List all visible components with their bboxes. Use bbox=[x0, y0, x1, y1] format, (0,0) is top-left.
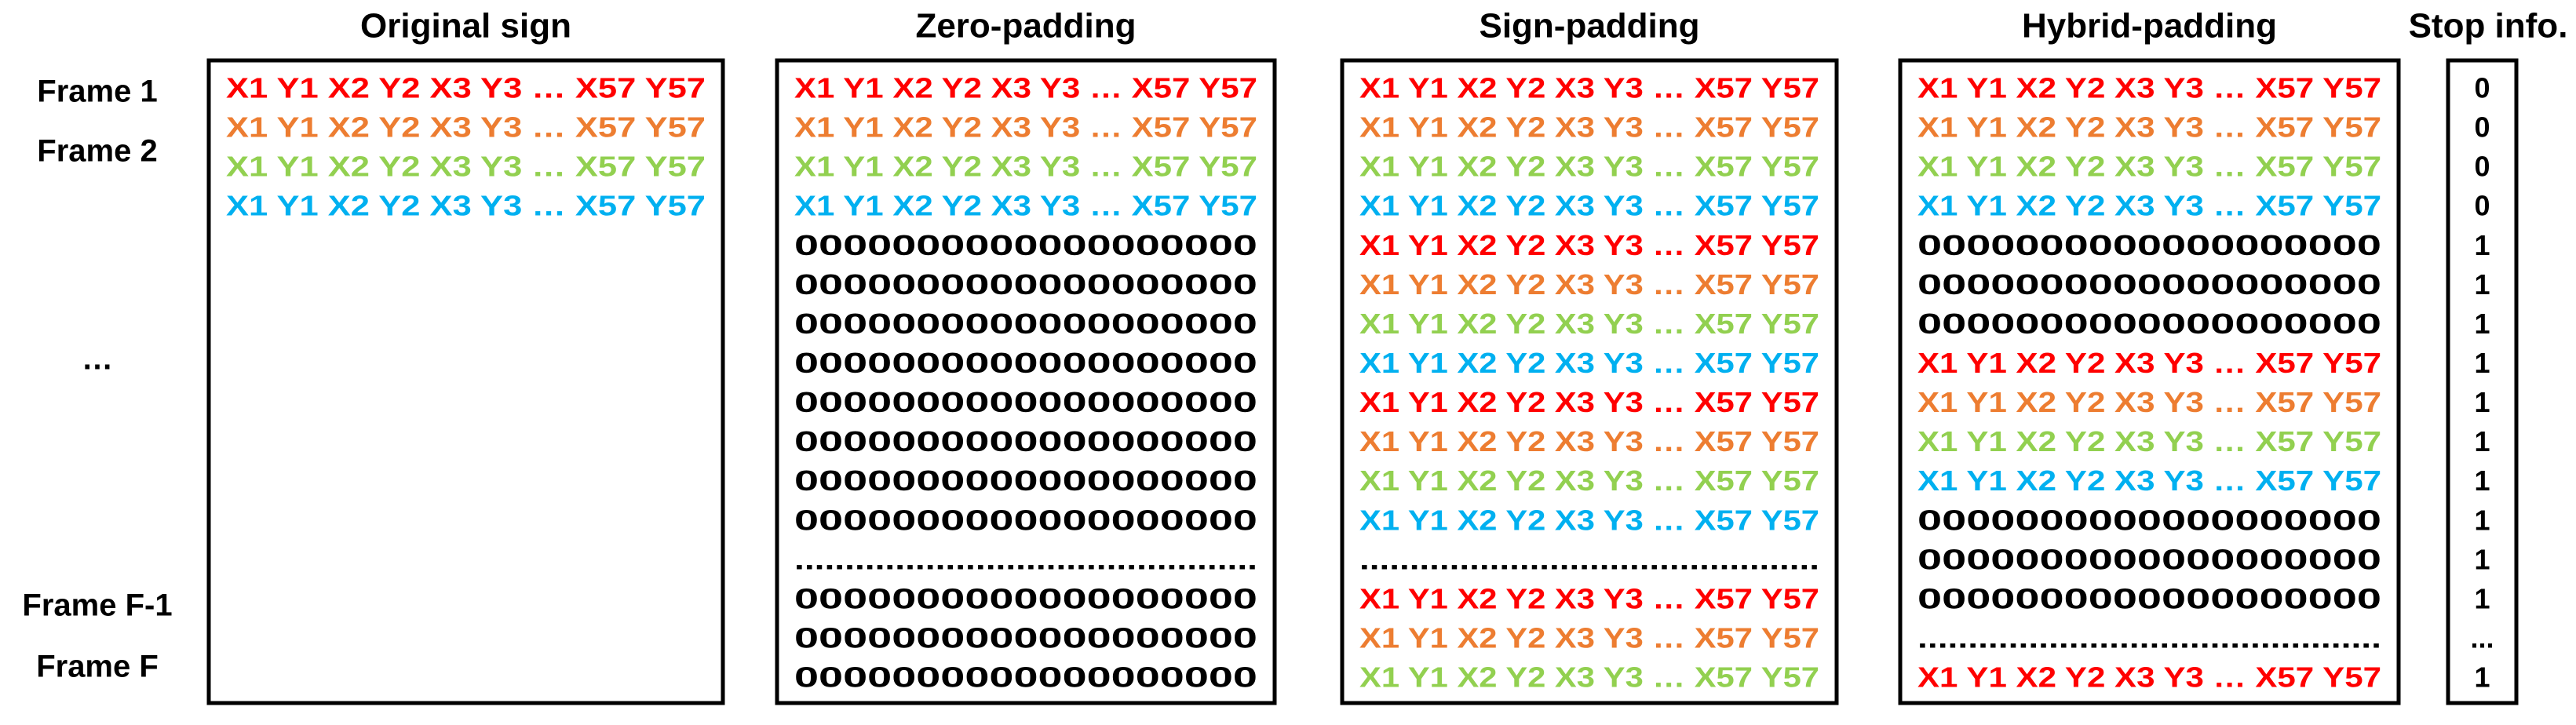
row-text: X1 Y1 X2 Y2 X3 Y3 … X57 Y57 bbox=[1917, 72, 2381, 104]
row-text: X1 Y1 X2 Y2 X3 Y3 … X57 Y57 bbox=[1917, 347, 2381, 379]
row-text: 0000000000000000000 bbox=[794, 582, 1257, 614]
row-text: X1 Y1 X2 Y2 X3 Y3 … X57 Y57 bbox=[1917, 465, 2381, 497]
row-text: X1 Y1 X2 Y2 X3 Y3 … X57 Y57 bbox=[226, 72, 706, 104]
stop-value: 1 bbox=[2474, 661, 2490, 694]
row-text: ........................................… bbox=[1917, 621, 2381, 654]
stop-value: 1 bbox=[2474, 386, 2490, 418]
row-text: 0000000000000000000 bbox=[1917, 504, 2381, 536]
row-text: 0000000000000000000 bbox=[794, 621, 1257, 654]
row-text: X1 Y1 X2 Y2 X3 Y3 … X57 Y57 bbox=[1359, 111, 1819, 144]
panel-box bbox=[206, 58, 725, 705]
row-text: X1 Y1 X2 Y2 X3 Y3 … X57 Y57 bbox=[226, 151, 706, 183]
stop-value: 0 bbox=[2474, 72, 2490, 104]
row-text: 0000000000000000000 bbox=[794, 465, 1257, 497]
row-text: X1 Y1 X2 Y2 X3 Y3 … X57 Y57 bbox=[1917, 190, 2381, 222]
stop-value: 1 bbox=[2474, 582, 2490, 614]
panel-title: Sign-padding bbox=[1479, 7, 1699, 46]
row-text: 0000000000000000000 bbox=[1917, 268, 2381, 301]
row-text: 0000000000000000000 bbox=[794, 504, 1257, 536]
frame-label: Frame 1 bbox=[37, 75, 157, 109]
row-text: X1 Y1 X2 Y2 X3 Y3 … X57 Y57 bbox=[1359, 661, 1819, 694]
stop-title: Stop info. bbox=[2409, 7, 2568, 46]
frame-label: Frame F bbox=[36, 650, 159, 684]
row-text: X1 Y1 X2 Y2 X3 Y3 … X57 Y57 bbox=[794, 151, 1257, 183]
panel-box bbox=[1340, 58, 1839, 705]
row-text: 0000000000000000000 bbox=[1917, 543, 2381, 575]
row-text: X1 Y1 X2 Y2 X3 Y3 … X57 Y57 bbox=[1359, 268, 1819, 301]
row-text: 0000000000000000000 bbox=[794, 308, 1257, 340]
row-text: X1 Y1 X2 Y2 X3 Y3 … X57 Y57 bbox=[1359, 386, 1819, 418]
row-text: X1 Y1 X2 Y2 X3 Y3 … X57 Y57 bbox=[1359, 621, 1819, 654]
row-text: X1 Y1 X2 Y2 X3 Y3 … X57 Y57 bbox=[1917, 111, 2381, 144]
row-text: X1 Y1 X2 Y2 X3 Y3 … X57 Y57 bbox=[1359, 190, 1819, 222]
row-text: 0000000000000000000 bbox=[1917, 582, 2381, 614]
row-text: X1 Y1 X2 Y2 X3 Y3 … X57 Y57 bbox=[1917, 661, 2381, 694]
row-text: X1 Y1 X2 Y2 X3 Y3 … X57 Y57 bbox=[794, 111, 1257, 144]
stop-value: 1 bbox=[2474, 268, 2490, 301]
row-text: X1 Y1 X2 Y2 X3 Y3 … X57 Y57 bbox=[1359, 465, 1819, 497]
row-text: ........................................… bbox=[794, 543, 1257, 575]
row-text: X1 Y1 X2 Y2 X3 Y3 … X57 Y57 bbox=[1359, 151, 1819, 183]
stop-value: 1 bbox=[2474, 465, 2490, 497]
stop-box bbox=[2446, 58, 2519, 705]
stop-value: 0 bbox=[2474, 111, 2490, 144]
stop-value: 1 bbox=[2474, 229, 2490, 261]
row-text: 0000000000000000000 bbox=[1917, 308, 2381, 340]
stop-value: 1 bbox=[2474, 504, 2490, 536]
row-text: X1 Y1 X2 Y2 X3 Y3 … X57 Y57 bbox=[1917, 151, 2381, 183]
row-text: X1 Y1 X2 Y2 X3 Y3 … X57 Y57 bbox=[794, 72, 1257, 104]
row-text: 0000000000000000000 bbox=[794, 661, 1257, 694]
row-text: X1 Y1 X2 Y2 X3 Y3 … X57 Y57 bbox=[1917, 386, 2381, 418]
stop-value: 1 bbox=[2474, 425, 2490, 457]
stop-value: 1 bbox=[2474, 347, 2490, 379]
row-text: 0000000000000000000 bbox=[794, 386, 1257, 418]
stop-value: 0 bbox=[2474, 151, 2490, 183]
row-text: X1 Y1 X2 Y2 X3 Y3 … X57 Y57 bbox=[1917, 425, 2381, 457]
row-text: X1 Y1 X2 Y2 X3 Y3 … X57 Y57 bbox=[1359, 72, 1819, 104]
stop-value: 1 bbox=[2474, 543, 2490, 575]
row-text: X1 Y1 X2 Y2 X3 Y3 … X57 Y57 bbox=[794, 190, 1257, 222]
row-text: ........................................… bbox=[1359, 543, 1819, 575]
row-text: 0000000000000000000 bbox=[794, 268, 1257, 301]
row-text: X1 Y1 X2 Y2 X3 Y3 … X57 Y57 bbox=[1359, 308, 1819, 340]
panel-title: Zero-padding bbox=[915, 7, 1136, 46]
row-text: X1 Y1 X2 Y2 X3 Y3 … X57 Y57 bbox=[1359, 229, 1819, 261]
stop-value: ... bbox=[2470, 621, 2494, 654]
row-text: X1 Y1 X2 Y2 X3 Y3 … X57 Y57 bbox=[226, 111, 706, 144]
panel-title: Hybrid-padding bbox=[2022, 7, 2277, 46]
row-text: X1 Y1 X2 Y2 X3 Y3 … X57 Y57 bbox=[1359, 425, 1819, 457]
frame-label: Frame 2 bbox=[37, 134, 157, 169]
row-text: 0000000000000000000 bbox=[1917, 229, 2381, 261]
row-text: X1 Y1 X2 Y2 X3 Y3 … X57 Y57 bbox=[1359, 582, 1819, 614]
row-text: 0000000000000000000 bbox=[794, 425, 1257, 457]
row-text: X1 Y1 X2 Y2 X3 Y3 … X57 Y57 bbox=[226, 190, 706, 222]
row-text: 0000000000000000000 bbox=[794, 347, 1257, 379]
panel-title: Original sign bbox=[360, 7, 571, 46]
panel-box bbox=[775, 58, 1277, 705]
stop-value: 1 bbox=[2474, 308, 2490, 340]
frame-label: … bbox=[82, 342, 113, 377]
row-text: 0000000000000000000 bbox=[794, 229, 1257, 261]
row-text: X1 Y1 X2 Y2 X3 Y3 … X57 Y57 bbox=[1359, 347, 1819, 379]
frame-label: Frame F-1 bbox=[22, 588, 172, 623]
stop-value: 0 bbox=[2474, 190, 2490, 222]
panel-box bbox=[1898, 58, 2401, 705]
row-text: X1 Y1 X2 Y2 X3 Y3 … X57 Y57 bbox=[1359, 504, 1819, 536]
